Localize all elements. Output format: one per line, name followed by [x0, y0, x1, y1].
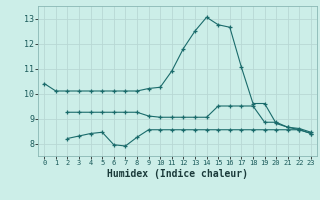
- X-axis label: Humidex (Indice chaleur): Humidex (Indice chaleur): [107, 169, 248, 179]
